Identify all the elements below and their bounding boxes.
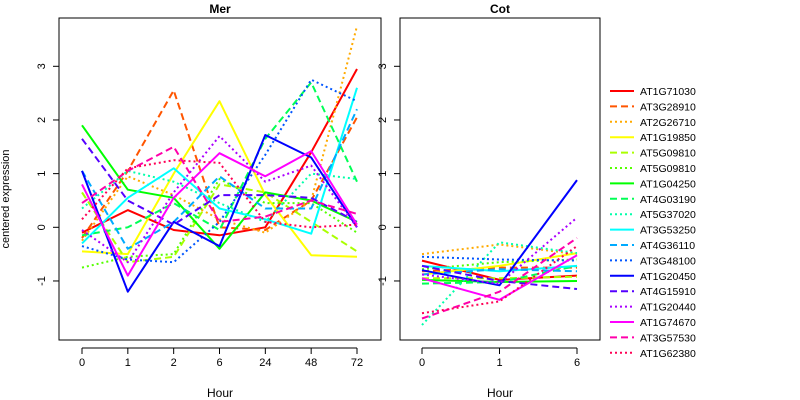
y-tick-label: 2 (377, 117, 389, 123)
series-line-at3g53250 (421, 264, 578, 273)
legend-label: AT3G48100 (640, 255, 696, 267)
series-line-at5g37020 (421, 241, 578, 326)
series-line-at1g74670 (81, 150, 358, 277)
x-tick-label: 2 (171, 357, 177, 369)
series-line-at2g26710 (421, 243, 578, 256)
series-line-at1g71030 (81, 68, 358, 237)
plot-frame (399, 17, 601, 341)
y-tick-label: -1 (377, 276, 389, 286)
legend-label: AT1G19850 (640, 132, 696, 144)
y-tick-label: 3 (36, 63, 48, 69)
panel-title-cot: Cot (490, 2, 510, 16)
panel-mer: Mer -1 0 1 2 3 0 1 2 6 24 48 72 Hour (36, 2, 382, 400)
series-line-at3g48100 (421, 255, 578, 262)
x-tick-label: 0 (79, 357, 85, 369)
y-tick-label: -1 (36, 276, 48, 286)
series-line-at1g20440 (81, 135, 358, 264)
legend-label: AT2G26710 (640, 117, 696, 129)
series-line-at1g20440 (421, 216, 578, 285)
series-line-at4g36110 (421, 268, 578, 276)
y-axis-label: centered expression (0, 149, 12, 248)
legend-label: AT3G28910 (640, 101, 696, 113)
legend-label: AT1G74670 (640, 317, 696, 329)
y-tick-label: 3 (377, 63, 389, 69)
x-tick-label: 0 (419, 357, 425, 369)
legend-label: AT3G57530 (640, 332, 696, 344)
x-tick-label: 1 (496, 357, 502, 369)
legend-label: AT5G09810 (640, 148, 696, 160)
x-tick-label: 24 (259, 357, 271, 369)
x-axis-label: Hour (487, 386, 513, 400)
series-line-at1g20450 (421, 179, 578, 287)
series-line-at5g37020 (81, 169, 358, 223)
legend-label: AT5G37020 (640, 209, 696, 221)
series-line-at4g03190 (81, 81, 358, 237)
series-line-at1g20450 (81, 134, 358, 293)
series-line-at1g74670 (421, 254, 578, 301)
panel-title-mer: Mer (209, 2, 231, 16)
panel-cot: Cot -1 0 1 2 3 0 1 6 Hour (377, 2, 601, 400)
series-line-at1g62380 (421, 245, 578, 315)
legend-label: AT4G36110 (640, 240, 695, 252)
series-line-at4g15910 (421, 264, 578, 290)
series-line-at1g62380 (81, 159, 358, 229)
legend-label: AT3G53250 (640, 225, 696, 237)
series-line-at5g09810 (81, 178, 358, 269)
series-line-at1g19850 (81, 100, 358, 258)
x-tick-label: 48 (305, 357, 317, 369)
legend-label: AT1G20440 (640, 302, 696, 314)
series-line-at4g36110 (81, 108, 358, 250)
x-tick-label: 6 (574, 357, 580, 369)
y-tick-label: 0 (377, 224, 389, 230)
legend-label: AT1G20450 (640, 271, 696, 283)
plot-frame (58, 17, 382, 341)
y-tick-label: 1 (36, 171, 48, 177)
legend-label: AT4G03190 (640, 194, 696, 206)
legend-label: AT1G62380 (640, 348, 696, 360)
legend-label: AT4G15910 (640, 286, 696, 298)
series-line-at3g57530 (81, 145, 358, 223)
legend-label: AT1G04250 (640, 178, 696, 190)
series-line-at3g53250 (81, 87, 358, 245)
x-axis-label: Hour (207, 386, 233, 400)
y-tick-label: 1 (377, 171, 389, 177)
x-tick-label: 72 (351, 357, 363, 369)
y-tick-label: 2 (36, 117, 48, 123)
x-tick-label: 6 (216, 357, 222, 369)
legend-label: AT1G71030 (640, 86, 696, 98)
legend: AT1G71030 AT3G28910 AT2G26710 AT1G19850 AT5G… (610, 86, 696, 360)
y-tick-label: 0 (36, 224, 48, 230)
series-line-at2g26710 (81, 25, 358, 242)
legend-label: AT5G09810 (640, 163, 696, 175)
x-tick-label: 1 (125, 357, 131, 369)
